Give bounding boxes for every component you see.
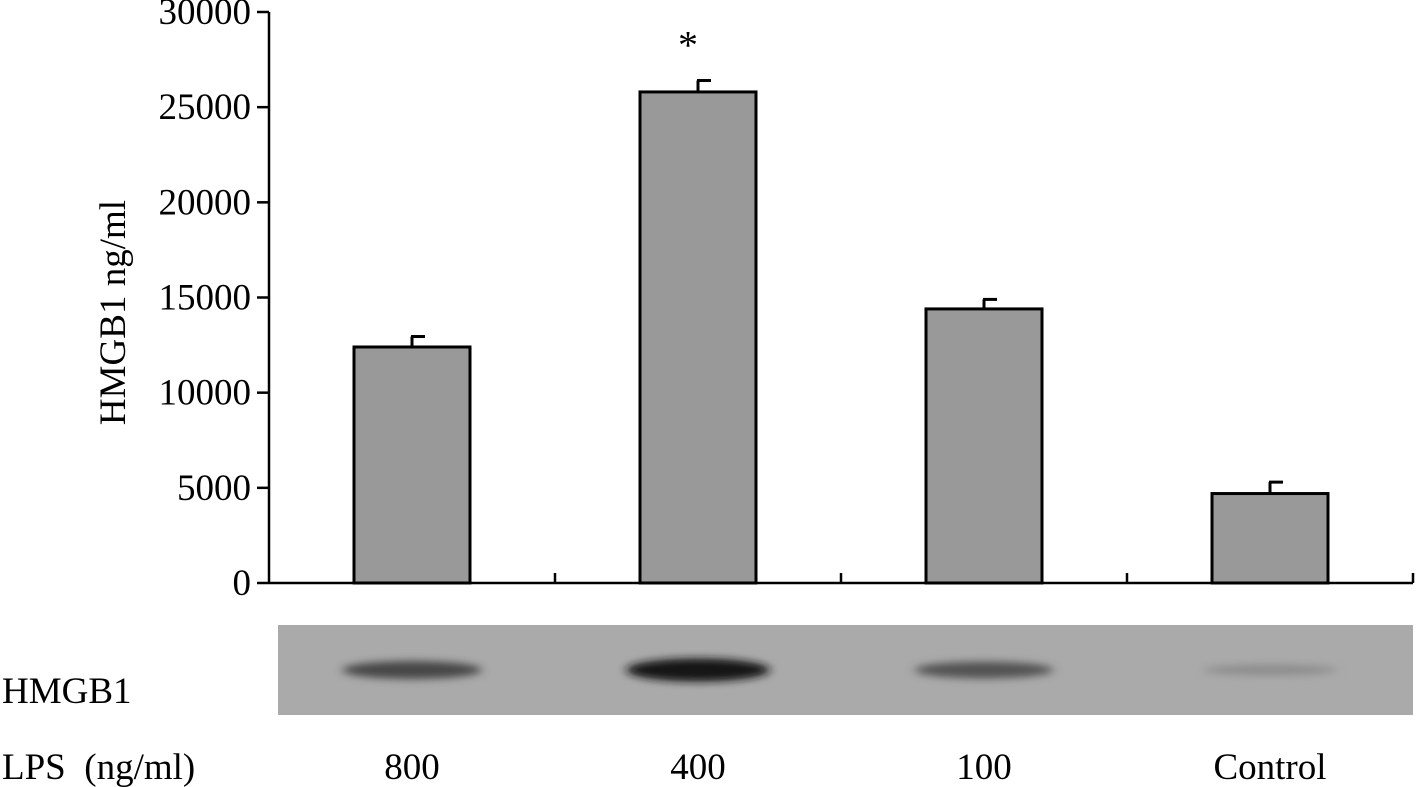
bar-control [1210, 492, 1330, 585]
annotations: * [678, 23, 698, 68]
y-tick-label: 20000 [159, 182, 252, 223]
bars [352, 79, 1330, 585]
category-labels: 800 400 100 Control [384, 747, 1326, 787]
category-label: 100 [956, 747, 1012, 787]
blot-band [914, 661, 1054, 679]
x-axis-ticks [553, 573, 1415, 583]
category-label: 400 [670, 747, 726, 787]
y-tick-label: 10000 [159, 373, 252, 414]
bar-800 [352, 345, 472, 585]
y-tick-label: 30000 [159, 0, 252, 33]
blot-band [626, 658, 770, 682]
western-blot [278, 625, 1413, 715]
category-label: Control [1213, 747, 1326, 787]
blot-band [1202, 664, 1338, 676]
y-tick-label: 0 [233, 563, 252, 604]
y-tick-label: 5000 [177, 468, 251, 509]
y-axis-ticks: 0 5000 10000 15000 20000 25000 30000 [159, 0, 269, 604]
significance-asterisk: * [678, 23, 698, 68]
x-axis-title: LPS (ng/ml) [2, 747, 195, 787]
bar-400 [638, 90, 758, 585]
blot-label: HMGB1 [2, 671, 132, 712]
bar-100 [924, 307, 1044, 585]
category-label: 800 [384, 747, 440, 787]
y-axis-title: HMGB1 ng/ml [93, 200, 134, 425]
y-tick-label: 15000 [159, 278, 252, 319]
blot-bands [342, 658, 1338, 682]
y-tick-label: 25000 [159, 87, 252, 128]
blot-band [342, 661, 482, 679]
